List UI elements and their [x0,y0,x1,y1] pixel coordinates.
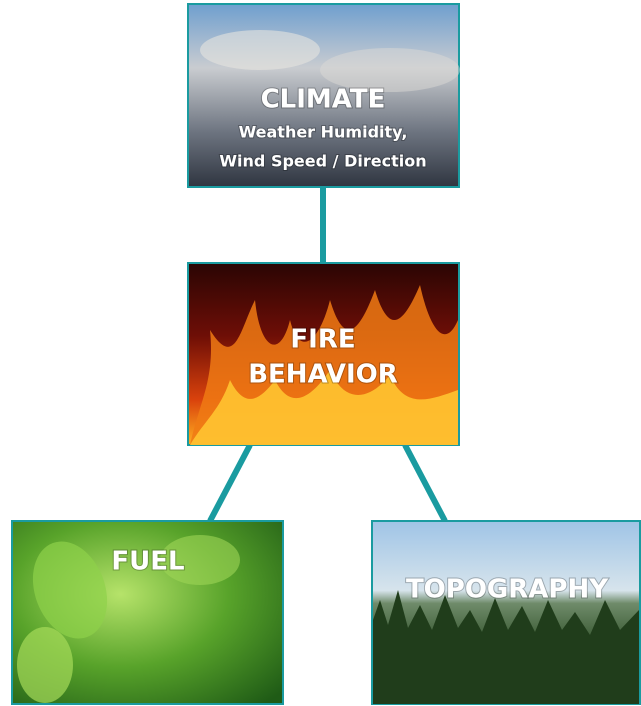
node-detail: Wind Speed / Direction [219,152,426,171]
fire-node: FIRE BEHAVIOR [188,263,459,445]
fuel-node: FUEL [12,521,283,704]
climate-node: CLIMATE Weather Humidity, Wind Speed / D… [188,4,460,187]
node-title: TOPOGRAPHY [406,575,609,605]
node-detail: Weather Humidity, [239,123,408,142]
node-title: FUEL [111,547,184,577]
leaf [17,627,73,703]
node-title: FIRE [290,325,355,355]
connector [210,445,250,521]
connector [405,445,445,521]
node-title: BEHAVIOR [248,360,398,390]
topography-node: TOPOGRAPHY [372,521,640,704]
cloud [200,30,320,70]
diagram: CLIMATE Weather Humidity, Wind Speed / D… [0,0,641,706]
node-title: CLIMATE [261,85,386,115]
